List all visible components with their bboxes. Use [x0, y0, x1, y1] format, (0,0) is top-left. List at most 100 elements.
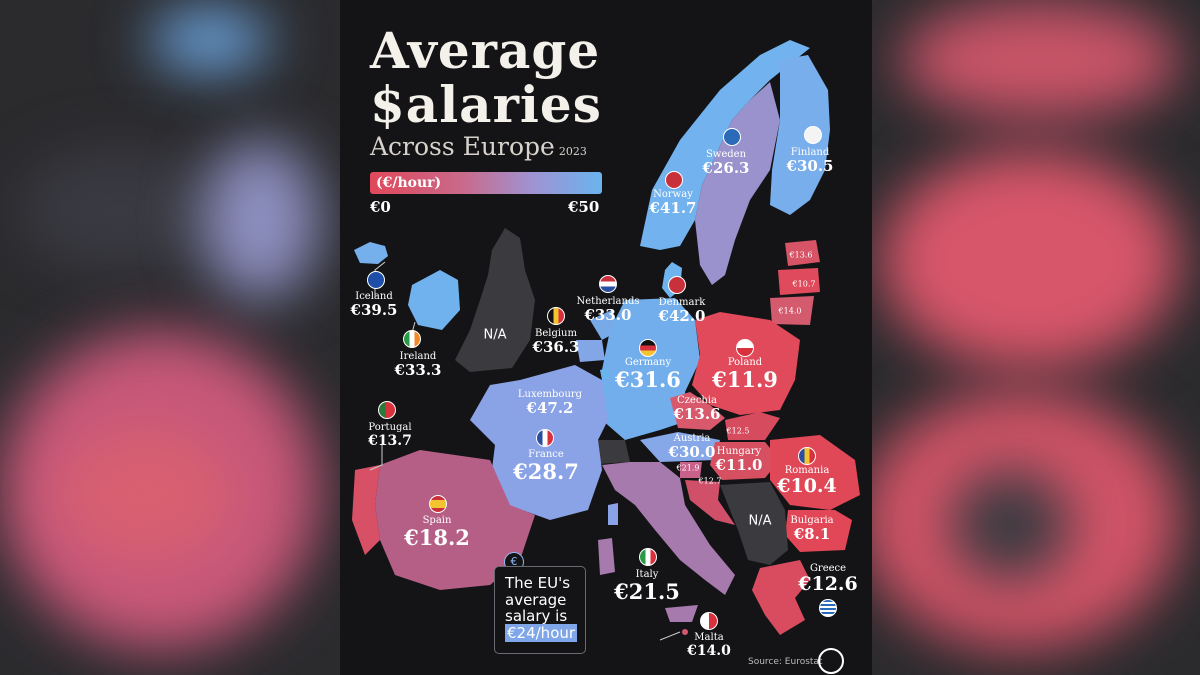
subtitle-text: Across Europe	[370, 132, 555, 161]
title-line2: $alaries	[370, 75, 602, 134]
country-name: Sweden	[705, 149, 747, 160]
country-name: Ireland	[399, 351, 437, 362]
italy-flag-icon	[639, 548, 657, 566]
scale-unit-label: (€/hour)	[376, 175, 442, 191]
country-value: €28.7	[513, 458, 579, 484]
country-value: €47.2	[526, 398, 574, 417]
country-value: €11.0	[715, 455, 763, 474]
poland-flag-icon	[736, 339, 754, 357]
region-malta	[682, 629, 688, 635]
label-portugal: Portugal €13.7	[368, 422, 412, 449]
country-name: Czechia	[676, 395, 718, 406]
country-name: Denmark	[658, 297, 706, 308]
label-bulgaria: Bulgaria €8.1	[790, 515, 834, 543]
country-value: €21.5	[614, 578, 680, 604]
region-bulgaria	[785, 510, 852, 552]
country-name: Netherlands	[576, 296, 640, 307]
country-value: €26.3	[702, 158, 750, 177]
region-ireland	[408, 270, 460, 330]
label-spain: Spain €18.2	[404, 515, 470, 549]
country-name: Finland	[790, 147, 830, 158]
label-poland: Poland €11.9	[712, 357, 778, 392]
country-name: Belgium	[534, 328, 577, 339]
region-hungary	[710, 442, 780, 480]
region-czechia	[670, 392, 725, 430]
region-poland	[692, 312, 800, 415]
country-name: Portugal	[368, 422, 412, 433]
region-sardinia	[598, 538, 615, 575]
region-norway	[640, 40, 810, 250]
country-name: Hungary	[716, 446, 762, 457]
country-value: €10.4	[777, 474, 837, 497]
country-value: €30.5	[786, 156, 834, 175]
publisher-logo-icon	[818, 648, 844, 674]
value-lithuania: €14.0	[778, 306, 802, 316]
country-name: Luxembourg	[517, 389, 583, 400]
region-latvia	[778, 268, 820, 295]
country-name: Romania	[784, 465, 830, 476]
label-luxembourg: Luxembourg €47.2	[517, 389, 583, 417]
value-latvia: €10.7	[792, 279, 816, 289]
country-value: €13.6	[673, 404, 721, 423]
country-value: €41.7	[649, 198, 697, 217]
region-finland	[770, 55, 830, 215]
region-estonia	[785, 240, 820, 266]
france-flag-icon	[536, 429, 554, 447]
country-name: Bulgaria	[790, 515, 834, 526]
region-spain	[375, 450, 535, 590]
region-portugal	[352, 465, 380, 555]
label-romania: Romania €10.4	[777, 465, 837, 497]
value-estonia: €13.6	[789, 250, 813, 260]
subtitle: Across Europe 2023	[370, 134, 587, 159]
label-netherlands: Netherlands €33.0	[576, 296, 640, 324]
norway-flag-icon	[665, 171, 683, 189]
source-label: Source: Eurostat	[748, 657, 823, 667]
region-romania	[770, 435, 860, 510]
value-slovenia: €21.9	[676, 463, 700, 473]
blurred-backdrop-right	[860, 0, 1200, 675]
label-germany: Germany €31.6	[615, 357, 681, 392]
country-value: €14.0	[687, 642, 731, 659]
region-belgium	[576, 340, 605, 362]
country-value: €31.6	[615, 366, 681, 392]
label-greece: Greece €12.6	[798, 563, 858, 594]
scale-max-label: €50	[568, 198, 600, 216]
year-label: 2023	[558, 145, 587, 158]
country-value: €39.5	[350, 300, 398, 319]
portugal-flag-icon	[378, 401, 396, 419]
label-czechia: Czechia €13.6	[673, 395, 721, 423]
country-value: €11.9	[712, 366, 778, 392]
country-value: €13.7	[368, 432, 412, 449]
netherlands-flag-icon	[599, 275, 617, 293]
eu-note-highlight: €24/hour	[505, 623, 578, 642]
eu-note-line2: average	[505, 590, 567, 609]
country-value: €8.1	[793, 524, 831, 543]
region-iceland	[354, 242, 388, 264]
value-croatia: €12.7	[698, 476, 722, 486]
region-austria	[640, 432, 720, 462]
label-hungary: Hungary €11.0	[715, 446, 763, 474]
label-malta: Malta €14.0	[687, 632, 731, 659]
country-name: Austria	[673, 433, 711, 444]
label-sweden: Sweden €26.3	[702, 149, 750, 177]
infographic-poster: Average $alaries Across Europe 2023 (€/ho…	[340, 0, 872, 675]
region-uk	[455, 228, 535, 372]
country-value: €42.0	[658, 306, 706, 325]
label-finland: Finland €30.5	[786, 147, 834, 175]
greece-flag-icon	[819, 599, 837, 617]
region-slovenia	[680, 462, 702, 478]
label-austria: Austria €30.0	[669, 433, 716, 460]
region-italy	[602, 462, 735, 595]
na-label-balkans: N/A	[748, 513, 772, 529]
region-sweden	[695, 82, 780, 285]
region-croatia	[685, 480, 735, 525]
label-ireland: Ireland €33.3	[395, 351, 442, 378]
region-luxembourg	[600, 368, 610, 380]
ireland-flag-icon	[403, 330, 421, 348]
finland-flag-icon	[804, 126, 822, 144]
label-norway: Norway €41.7	[649, 189, 697, 217]
color-scale-bar	[370, 172, 602, 194]
region-lithuania	[770, 296, 814, 325]
denmark-flag-icon	[668, 276, 686, 294]
country-value: €33.0	[584, 305, 632, 324]
